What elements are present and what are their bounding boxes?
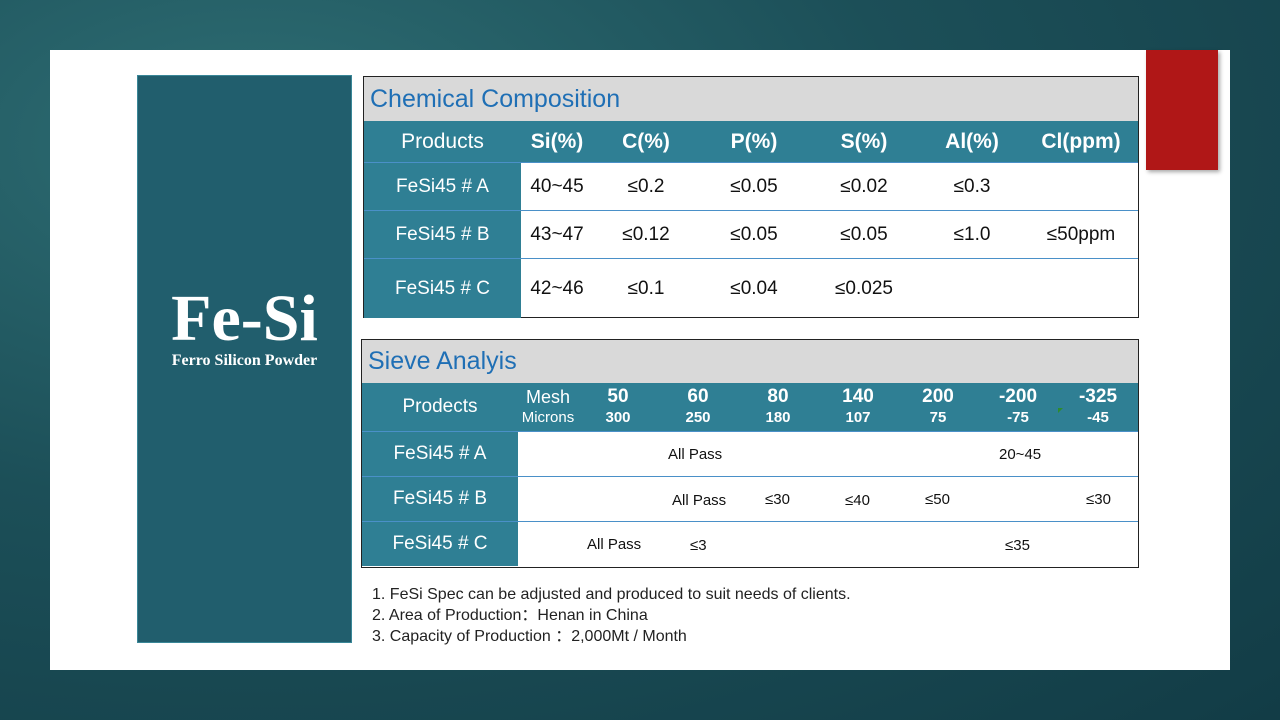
- mesh-label: Mesh: [525, 387, 570, 407]
- micron-value: -75: [1007, 409, 1029, 426]
- value-cell: [1025, 163, 1137, 210]
- product-title: Fe-Si: [171, 282, 318, 355]
- value-cell: ≤0.05: [840, 223, 888, 245]
- micron-value: 250: [685, 409, 711, 426]
- mesh-column: 200 75: [898, 383, 978, 431]
- sieve-value: ≤3: [690, 537, 707, 554]
- mesh-value: 60: [687, 386, 709, 407]
- product-cell: FeSi45 # B: [362, 477, 518, 521]
- sieve-value: ≤35: [1005, 537, 1030, 554]
- sieve-heading: Sieve Analyis: [362, 340, 1138, 383]
- value-cell: ≤50ppm: [1046, 223, 1116, 245]
- value-cell: ≤0.3: [953, 175, 991, 197]
- micron-value: 180: [765, 409, 791, 426]
- chemical-header-row: Products Si(%) C(%) P(%) S(%) Al(%) Cl(p…: [364, 121, 1138, 162]
- column-header: C(%): [622, 129, 670, 153]
- table-row: FeSi45 # A 40~45 ≤0.2 ≤0.05 ≤0.02 ≤0.3: [364, 162, 1138, 210]
- table-row: FeSi45 # C 42~46 ≤0.1 ≤0.04 ≤0.025: [364, 258, 1138, 318]
- sieve-values: All Pass 20~45: [518, 432, 1138, 476]
- table-row: FeSi45 # C All Pass ≤3 ≤35: [362, 521, 1138, 566]
- product-cell: FeSi45 # B: [364, 211, 521, 258]
- sieve-value: 20~45: [999, 445, 1042, 463]
- mesh-label-column: Mesh Microns: [518, 383, 578, 431]
- column-header: Si(%): [530, 129, 584, 153]
- value-cell: ≤1.0: [953, 223, 991, 245]
- value-cell: ≤0.12: [622, 223, 670, 245]
- mesh-column: 80 180: [738, 383, 818, 431]
- table-row: FeSi45 # B 43~47 ≤0.12 ≤0.05 ≤0.05 ≤1.0 …: [364, 210, 1138, 258]
- column-header: Prodects: [402, 396, 478, 417]
- column-header: Products: [401, 129, 484, 153]
- green-corner-mark: [1058, 408, 1063, 413]
- value-cell: 42~46: [530, 277, 584, 299]
- sieve-header-row: Prodects Mesh Microns 50 300 60 250 80 1…: [362, 383, 1138, 431]
- table-row: FeSi45 # A All Pass 20~45: [362, 431, 1138, 476]
- micron-label: Microns: [521, 409, 575, 426]
- product-cell: FeSi45 # C: [364, 259, 521, 318]
- sieve-values: All Pass ≤3 ≤35: [518, 522, 1138, 566]
- value-cell: 43~47: [530, 223, 584, 245]
- mesh-value: 80: [767, 386, 789, 407]
- value-cell: ≤0.1: [627, 277, 665, 299]
- note-item: 1. FeSi Spec can be adjusted and produce…: [372, 586, 851, 603]
- sieve-value: ≤30: [1086, 490, 1111, 508]
- chemical-heading: Chemical Composition: [364, 77, 1138, 121]
- mesh-column: 140 107: [818, 383, 898, 431]
- side-title-panel: Fe-Si Ferro Silicon Powder: [137, 75, 352, 643]
- product-cell: FeSi45 # C: [362, 522, 518, 566]
- product-subtitle: Ferro Silicon Powder: [171, 352, 318, 369]
- sieve-value: All Pass: [587, 535, 642, 553]
- column-header: P(%): [730, 129, 778, 153]
- value-cell: 40~45: [530, 175, 584, 197]
- micron-value: -45: [1087, 409, 1109, 426]
- sieve-value: ≤30: [765, 490, 790, 508]
- mesh-value: 140: [842, 386, 874, 407]
- mesh-column: 50 300: [578, 383, 658, 431]
- value-cell: ≤0.04: [730, 277, 778, 299]
- value-cell: ≤0.2: [627, 175, 665, 197]
- note-item: 3. Capacity of Production ：2,000Mt / Mon…: [372, 628, 687, 645]
- product-cell: FeSi45 # A: [362, 432, 518, 476]
- sieve-value: All Pass: [672, 492, 727, 509]
- value-cell: ≤0.05: [730, 223, 778, 245]
- micron-value: 75: [929, 409, 947, 426]
- mesh-column: -200 -75: [978, 383, 1058, 431]
- sieve-value: All Pass: [668, 445, 723, 463]
- sieve-value: ≤50: [925, 490, 950, 508]
- column-header: S(%): [840, 129, 888, 153]
- value-cell: ≤0.02: [840, 175, 888, 197]
- micron-value: 107: [845, 409, 871, 426]
- mesh-column: -325 -45: [1058, 383, 1138, 431]
- notes-list: 1. FeSi Spec can be adjusted and produce…: [372, 584, 851, 647]
- value-cell: [1025, 259, 1137, 318]
- value-cell: ≤0.05: [730, 175, 778, 197]
- sieve-values: All Pass ≤30 ≤40 ≤50 ≤30: [518, 477, 1138, 521]
- mesh-value: 200: [922, 386, 954, 407]
- column-header: Al(%): [945, 129, 999, 153]
- mesh-value: -325: [1078, 386, 1118, 407]
- mesh-value: 50: [607, 386, 629, 407]
- mesh-value: -200: [998, 386, 1038, 407]
- note-item: 2. Area of Production：Henan in China: [372, 607, 648, 624]
- column-header: Cl(ppm): [1041, 129, 1121, 153]
- value-cell: [919, 259, 1025, 318]
- red-accent-tab: [1146, 50, 1218, 170]
- product-cell: FeSi45 # A: [364, 163, 521, 210]
- sieve-value: ≤40: [845, 492, 870, 509]
- micron-value: 300: [605, 409, 631, 426]
- sieve-analysis-table: Sieve Analyis Prodects Mesh Microns 50 3…: [361, 339, 1139, 568]
- value-cell: ≤0.025: [835, 277, 893, 299]
- chemical-composition-table: Chemical Composition Products Si(%) C(%)…: [363, 76, 1139, 318]
- mesh-column: 60 250: [658, 383, 738, 431]
- table-row: FeSi45 # B All Pass ≤30 ≤40 ≤50 ≤30: [362, 476, 1138, 521]
